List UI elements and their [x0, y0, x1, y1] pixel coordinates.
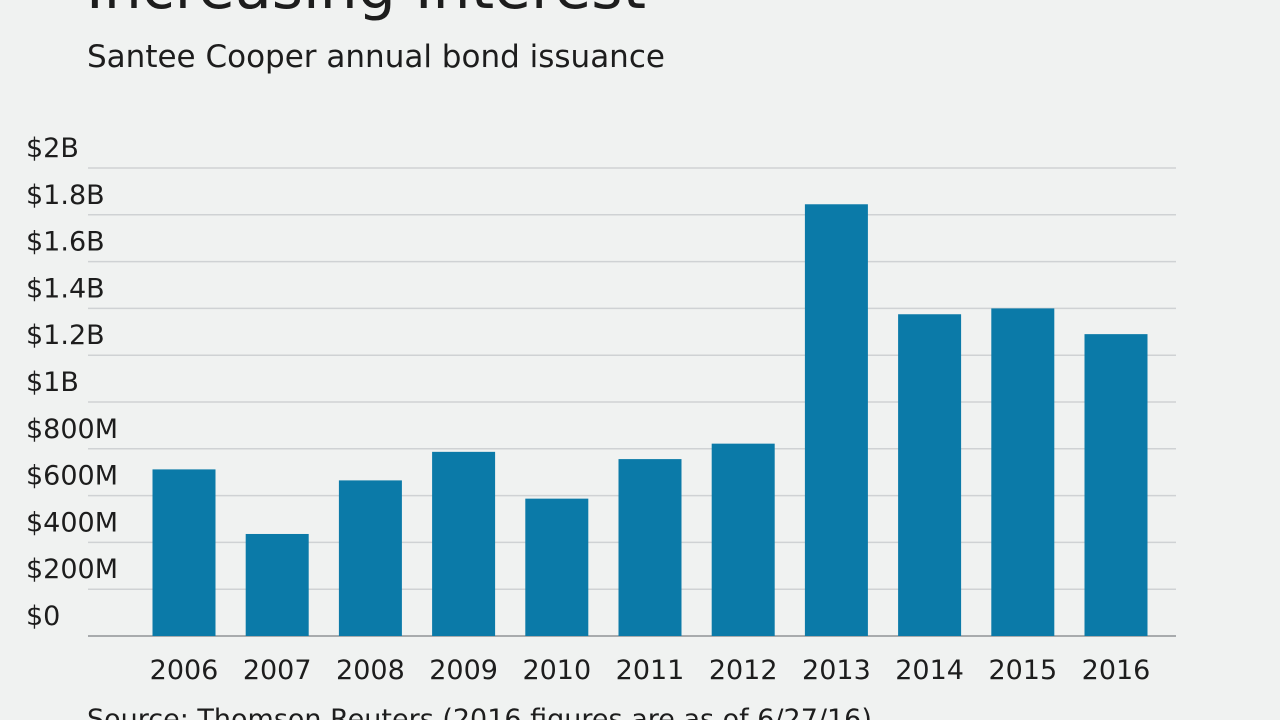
x-tick-label: 2007 [243, 655, 312, 686]
bar-2007 [245, 533, 309, 636]
y-axis-tick-labels: $0 $200M $400M $600M $800M $1B $1.2B $1.4B $1.6B… [26, 133, 118, 632]
chart-title: Increasing Interest [86, 0, 646, 18]
bar-2012 [711, 443, 775, 636]
x-tick-label: 2013 [802, 655, 871, 686]
chart-subtitle: Santee Cooper annual bond issuance [87, 39, 665, 75]
y-tick-label: $0 [26, 601, 60, 632]
y-tick-label: $800M [26, 414, 118, 445]
bar-2006 [152, 469, 216, 636]
y-tick-label: $200M [26, 554, 118, 585]
source-note: Source: Thomson Reuters (2016 figures ar… [87, 704, 872, 720]
x-tick-label: 2016 [1082, 655, 1151, 686]
x-tick-label: 2008 [336, 655, 405, 686]
bar-2011 [618, 459, 682, 636]
bar-2015 [991, 308, 1055, 636]
y-tick-label: $1.4B [26, 273, 105, 304]
bar-2008 [338, 480, 402, 636]
y-tick-label: $1.2B [26, 320, 105, 351]
x-tick-label: 2006 [150, 655, 219, 686]
y-tick-label: $1.6B [26, 227, 105, 258]
y-tick-label: $600M [26, 461, 118, 492]
x-tick-label: 2015 [988, 655, 1057, 686]
x-axis-tick-labels: 2006 2007 2008 2009 2010 2011 2012 2013 2014 2015… [150, 655, 1151, 686]
y-tick-label: $1B [26, 367, 79, 398]
bar-2013 [804, 204, 868, 636]
bar-2016 [1084, 334, 1148, 636]
bar-2010 [525, 498, 589, 636]
bar-2009 [432, 451, 496, 636]
x-tick-label: 2014 [895, 655, 964, 686]
bars [152, 204, 1148, 636]
y-tick-label: $2B [26, 133, 79, 164]
x-tick-label: 2010 [522, 655, 591, 686]
x-tick-label: 2011 [616, 655, 685, 686]
x-tick-label: 2009 [429, 655, 498, 686]
x-tick-label: 2012 [709, 655, 778, 686]
bar-2014 [898, 314, 962, 636]
y-tick-label: $1.8B [26, 180, 105, 211]
y-tick-label: $400M [26, 507, 118, 538]
